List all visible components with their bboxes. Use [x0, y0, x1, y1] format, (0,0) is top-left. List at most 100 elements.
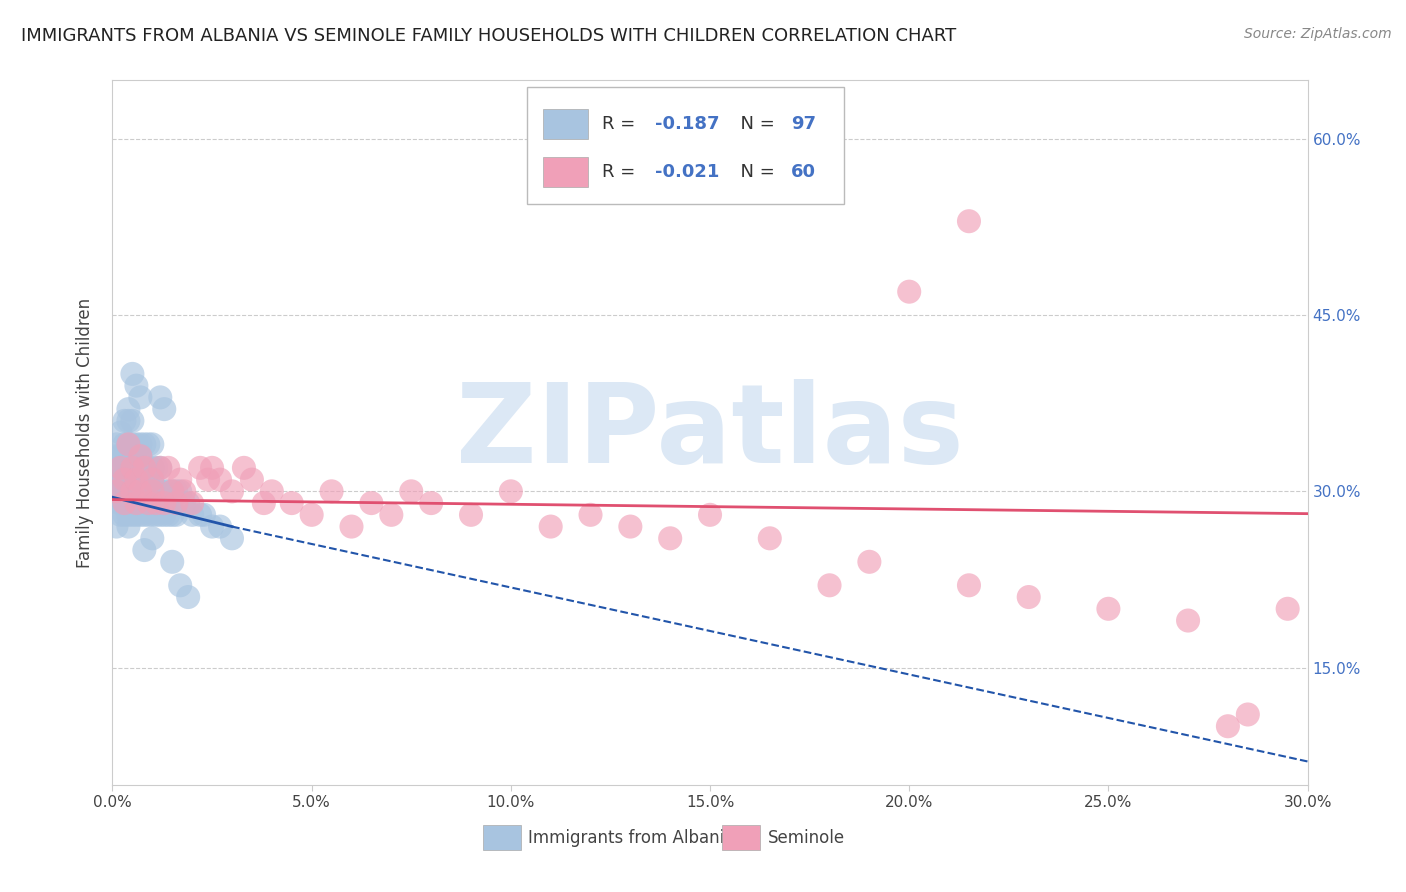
Point [110, 460, 132, 475]
Point [153, 402, 176, 417]
Point [129, 449, 152, 463]
Point [209, 519, 232, 533]
Point [105, 473, 128, 487]
Text: -0.021: -0.021 [655, 163, 720, 181]
Point [129, 473, 152, 487]
Point [169, 578, 191, 592]
Point [157, 460, 180, 475]
Point [121, 414, 143, 428]
Point [114, 437, 135, 451]
Point [125, 473, 148, 487]
Point [121, 484, 143, 499]
Point [121, 473, 143, 487]
Point [149, 484, 172, 499]
Text: N =: N = [730, 115, 780, 133]
Point [129, 484, 152, 499]
Point [177, 496, 200, 510]
Point [105, 496, 128, 510]
Point [110, 449, 132, 463]
Point [117, 437, 139, 451]
Point [301, 508, 323, 522]
Point [209, 473, 232, 487]
Point [129, 460, 152, 475]
Point [162, 508, 183, 522]
Point [145, 508, 167, 522]
Point [117, 473, 139, 487]
Point [181, 508, 204, 522]
Point [121, 484, 143, 499]
Point [129, 390, 152, 404]
Point [145, 496, 167, 510]
FancyBboxPatch shape [484, 825, 522, 850]
Point [105, 484, 128, 499]
Point [233, 460, 256, 475]
Point [129, 508, 152, 522]
Point [129, 437, 152, 451]
Point [420, 496, 443, 510]
Text: N =: N = [730, 163, 780, 181]
Point [169, 484, 191, 499]
Point [165, 508, 187, 522]
Point [134, 437, 156, 451]
Point [105, 460, 128, 475]
Point [188, 460, 211, 475]
Point [201, 519, 224, 533]
Point [1216, 719, 1239, 733]
Point [138, 460, 160, 475]
Point [141, 473, 163, 487]
Point [114, 496, 135, 510]
Point [138, 484, 160, 499]
Point [117, 414, 139, 428]
Point [898, 285, 921, 299]
Point [129, 449, 152, 463]
Point [121, 460, 143, 475]
Point [114, 508, 135, 522]
FancyBboxPatch shape [543, 109, 588, 139]
Point [141, 531, 163, 545]
Point [110, 508, 132, 522]
Text: Source: ZipAtlas.com: Source: ZipAtlas.com [1244, 27, 1392, 41]
Point [401, 484, 423, 499]
Point [157, 484, 180, 499]
Point [134, 473, 156, 487]
FancyBboxPatch shape [543, 157, 588, 186]
Point [141, 437, 163, 451]
Point [173, 484, 195, 499]
Point [121, 460, 143, 475]
Point [110, 425, 132, 440]
Point [117, 484, 139, 499]
Point [659, 531, 682, 545]
Text: 97: 97 [792, 115, 817, 133]
Point [957, 214, 980, 228]
Point [181, 496, 204, 510]
Text: R =: R = [603, 115, 641, 133]
Point [110, 484, 132, 499]
FancyBboxPatch shape [527, 87, 844, 203]
Point [105, 449, 128, 463]
Point [162, 555, 183, 569]
Point [134, 508, 156, 522]
Point [114, 449, 135, 463]
Point [117, 460, 139, 475]
Point [1237, 707, 1260, 722]
Point [818, 578, 841, 592]
Point [117, 437, 139, 451]
Point [579, 508, 602, 522]
Point [105, 437, 128, 451]
Point [134, 543, 156, 558]
Point [125, 496, 148, 510]
Point [114, 473, 135, 487]
Y-axis label: Family Households with Children: Family Households with Children [76, 298, 94, 567]
Point [134, 484, 156, 499]
Point [957, 578, 980, 592]
Point [138, 496, 160, 510]
Point [138, 437, 160, 451]
Point [141, 484, 163, 499]
Point [117, 508, 139, 522]
Point [699, 508, 721, 522]
Point [165, 484, 187, 499]
Text: -0.187: -0.187 [655, 115, 720, 133]
Point [110, 473, 132, 487]
Point [499, 484, 522, 499]
Text: R =: R = [603, 163, 641, 181]
